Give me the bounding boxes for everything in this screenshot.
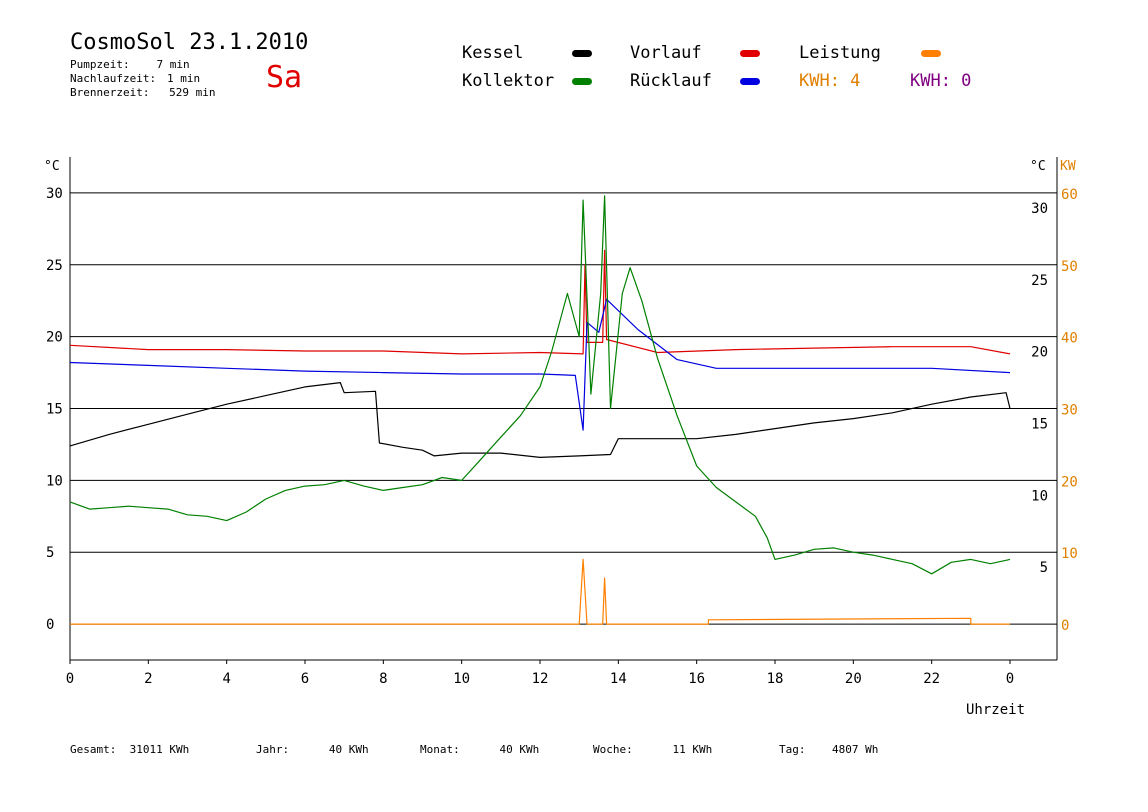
footer-tag: Tag: 4807 Wh <box>779 743 878 756</box>
footer-value: 31011 KWh <box>129 743 190 756</box>
y-tick-label-left: 5 <box>46 545 54 561</box>
legend-kessel-swatch <box>572 50 592 57</box>
footer-label: Woche: <box>593 743 633 756</box>
series-line-leistung <box>70 558 1010 625</box>
x-tick-label: 12 <box>532 671 549 687</box>
y-axis-label-kw: KW <box>1060 159 1076 174</box>
x-tick-label: 0 <box>1006 671 1014 687</box>
stat-value: 7 min <box>156 58 190 71</box>
series-lines <box>69 195 1011 625</box>
y-axis-label-left: °C <box>44 159 60 174</box>
stat-nachlaufzeit: Nachlaufzeit: 1 min <box>70 72 200 85</box>
footer-label: Gesamt: <box>70 743 117 756</box>
weekday-label: Sa <box>266 60 303 95</box>
legend-ruecklauf: Rücklauf <box>630 71 712 91</box>
footer-label: Monat: <box>420 743 460 756</box>
y-tick-label-kw: 50 <box>1061 259 1078 275</box>
y-tick-label-kw: 40 <box>1061 331 1078 347</box>
legend-leistung-swatch <box>921 50 941 57</box>
legend-kwh-solar: KWH: 4 <box>799 71 861 91</box>
y-tick-label-kw: 60 <box>1061 187 1078 203</box>
stat-brennerzeit: Brennerzeit: 529 min <box>70 86 215 99</box>
series-line-kollektor <box>69 195 1011 575</box>
y-tick-label-right: 20 <box>1031 345 1048 361</box>
y-tick-label-left: 30 <box>46 186 63 202</box>
y-tick-label-left: 15 <box>46 402 63 418</box>
footer-jahr: Jahr: 40 KWh <box>256 743 369 756</box>
x-tick-label: 10 <box>453 671 470 687</box>
grid-lines <box>70 192 1057 625</box>
y-axis-label-right: °C <box>1030 159 1046 174</box>
y-tick-label-right: 5 <box>1040 560 1048 576</box>
x-tick-label: 0 <box>66 671 74 687</box>
footer-value: 11 KWh <box>672 743 713 756</box>
series-line-vorlauf <box>69 249 1011 355</box>
y-tick-label-right: 25 <box>1031 273 1048 289</box>
y-tick-label-left: 20 <box>46 330 63 346</box>
footer-monat: Monat: 40 KWh <box>420 743 539 756</box>
series-line-kessel <box>69 382 1011 458</box>
legend-vorlauf: Vorlauf <box>630 43 702 63</box>
x-tick-label: 6 <box>301 671 309 687</box>
stat-pumpzeit: Pumpzeit: 7 min <box>70 58 190 71</box>
x-tick-label: 14 <box>610 671 627 687</box>
y-tick-label-right: 15 <box>1031 417 1048 433</box>
legend-kessel: Kessel <box>462 43 524 63</box>
footer-woche: Woche: 11 KWh <box>593 743 712 756</box>
stat-label: Pumpzeit: <box>70 58 130 71</box>
y-tick-label-kw: 0 <box>1061 618 1069 634</box>
footer-value: 40 KWh <box>328 743 369 756</box>
series-line-rcklauf <box>69 298 1011 431</box>
stat-label: Brennerzeit: <box>70 86 150 99</box>
page-title: CosmoSol 23.1.2010 <box>70 30 309 55</box>
footer-value: 40 KWh <box>499 743 540 756</box>
x-tick-label: 2 <box>144 671 152 687</box>
legend-ruecklauf-swatch <box>740 78 760 85</box>
x-tick-label: 8 <box>379 671 387 687</box>
legend-vorlauf-swatch <box>740 50 760 57</box>
x-tick-label: 18 <box>767 671 784 687</box>
legend-kollektor: Kollektor <box>462 71 555 91</box>
x-tick-label: 20 <box>845 671 862 687</box>
x-tick-label: 16 <box>688 671 705 687</box>
footer-label: Jahr: <box>256 743 290 756</box>
y-tick-label-kw: 20 <box>1061 474 1078 490</box>
stat-label: Nachlaufzeit: <box>70 72 157 85</box>
stat-value: 1 min <box>166 72 201 85</box>
y-tick-label-left: 10 <box>46 473 63 489</box>
y-tick-label-right: 30 <box>1031 201 1048 217</box>
legend-kwh-brenner: KWH: 0 <box>910 71 972 91</box>
x-tick-label: 4 <box>222 671 230 687</box>
legend-leistung: Leistung <box>799 43 881 63</box>
y-tick-label-left: 0 <box>46 617 54 633</box>
y-tick-label-kw: 10 <box>1061 546 1078 562</box>
footer-gesamt: Gesamt: 31011 KWh <box>70 743 189 756</box>
y-tick-label-kw: 30 <box>1061 403 1078 419</box>
y-tick-label-right: 10 <box>1031 488 1048 504</box>
x-axis-label: Uhrzeit <box>966 702 1025 718</box>
stat-value: 529 min <box>169 86 216 99</box>
footer-label: Tag: <box>779 743 806 756</box>
footer-value: 4807 Wh <box>832 743 879 756</box>
x-tick-label: 22 <box>923 671 940 687</box>
axes <box>69 157 1058 664</box>
legend-kollektor-swatch <box>572 78 592 85</box>
y-tick-label-left: 25 <box>46 258 63 274</box>
